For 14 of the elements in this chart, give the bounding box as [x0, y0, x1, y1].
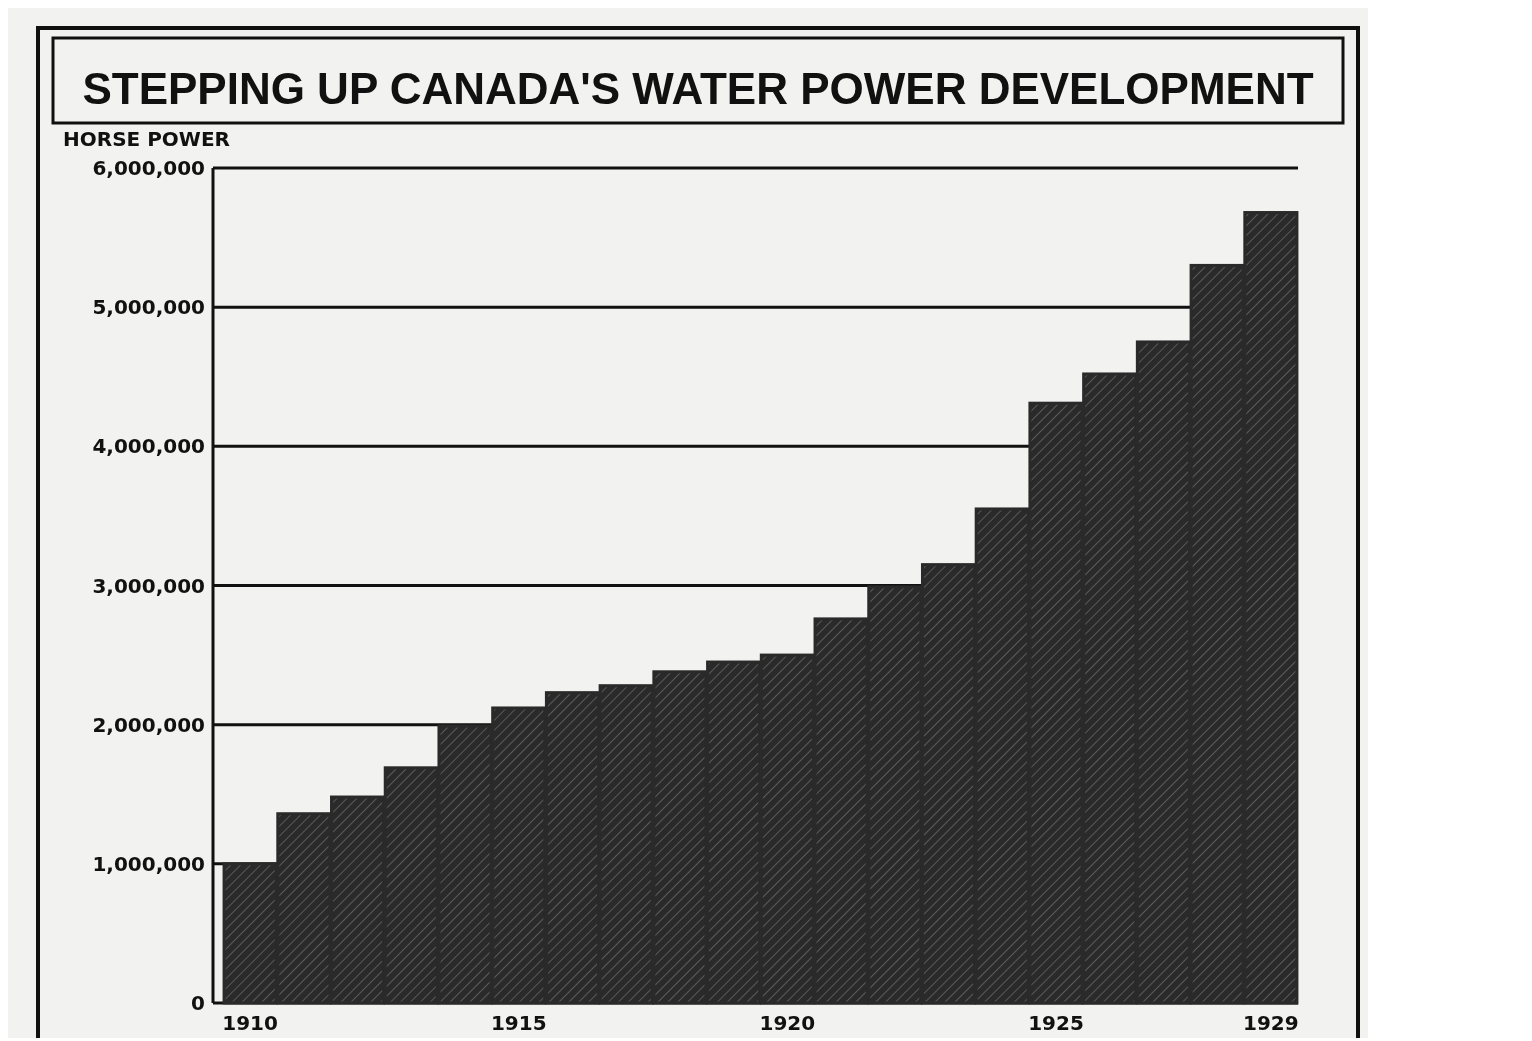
y-tick-label: 1,000,000	[92, 851, 205, 876]
y-tick-label: 4,000,000	[92, 434, 205, 459]
x-tick-label: 1910	[222, 1011, 278, 1035]
y-tick-label: 5,000,000	[92, 295, 205, 320]
x-tick-label: 1925	[1028, 1011, 1084, 1035]
y-axis-title: HORSE POWER	[63, 127, 230, 151]
x-tick-label: 1920	[759, 1011, 816, 1035]
y-tick-label: 6,000,000	[92, 156, 205, 180]
chart-title: STEPPING UP CANADA'S WATER POWER DEVELOPMENT	[82, 64, 1314, 113]
y-tick-label: 2,000,000	[92, 712, 205, 737]
y-tick-label: 0	[191, 991, 205, 1015]
y-tick-label: 3,000,000	[92, 573, 205, 598]
x-tick-label: 1915	[490, 1011, 547, 1035]
x-tick-label: 1929	[1243, 1011, 1299, 1035]
